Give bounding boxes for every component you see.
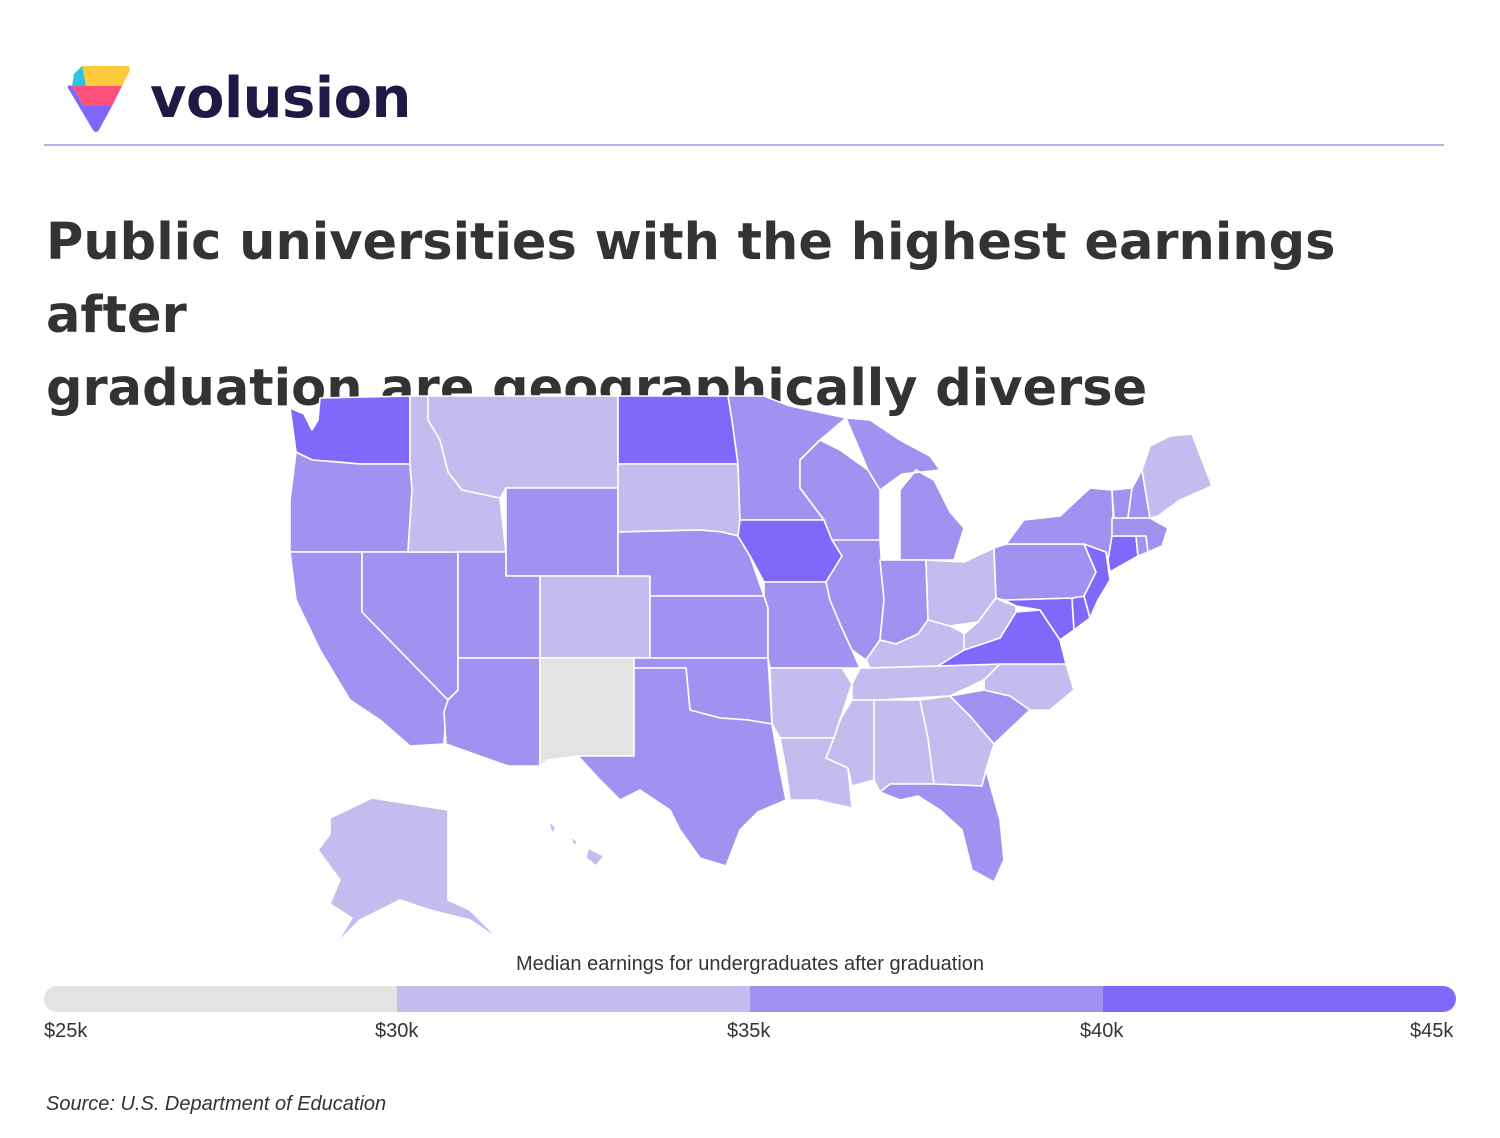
header-divider	[44, 144, 1444, 146]
legend-tick-25k: $25k	[44, 1020, 88, 1042]
state-nm	[539, 657, 635, 767]
page-title: Public universities with the highest ear…	[46, 206, 1466, 425]
state-me	[1141, 433, 1213, 519]
state-nd	[617, 395, 739, 465]
state-mt	[427, 395, 619, 499]
brand-logo: volusion	[66, 62, 426, 142]
legend-title: Median earnings for undergraduates after…	[515, 953, 985, 975]
state-ne	[617, 529, 765, 597]
legend-color-scale	[44, 986, 1456, 1012]
logo-cyan	[72, 66, 86, 86]
state-pa	[993, 543, 1097, 601]
state-tx	[577, 667, 787, 867]
brand-name: volusion	[150, 66, 411, 131]
state-ma	[1111, 517, 1169, 553]
legend-tick-40k: $40k	[1080, 1020, 1124, 1042]
state-fl	[879, 769, 1005, 883]
us-choropleth-map	[289, 395, 1213, 945]
legend-bin-1	[44, 986, 397, 1012]
state-hi	[547, 819, 605, 867]
source-note: Source: U.S. Department of Education	[46, 1093, 387, 1115]
volusion-logo-icon	[67, 66, 130, 132]
state-ct	[1107, 535, 1139, 573]
legend-tick-30k: $30k	[375, 1020, 419, 1042]
state-ak	[317, 797, 501, 945]
state-ks	[649, 595, 769, 659]
logo-purple	[67, 85, 112, 132]
legend-tick-45k: $45k	[1410, 1020, 1454, 1042]
state-co	[539, 575, 651, 659]
legend-bin-2	[397, 986, 750, 1012]
title-line-1: Public universities with the highest ear…	[46, 213, 1336, 345]
legend-tick-35k: $35k	[727, 1020, 771, 1042]
state-wa	[289, 395, 411, 465]
logo-yellow	[80, 66, 130, 86]
state-sd	[617, 463, 741, 537]
legend-bin-4	[1103, 986, 1456, 1012]
state-az	[443, 657, 541, 767]
legend-bin-3	[750, 986, 1103, 1012]
logo-pink	[72, 86, 122, 106]
state-wy	[505, 487, 619, 577]
state-or	[289, 451, 413, 553]
